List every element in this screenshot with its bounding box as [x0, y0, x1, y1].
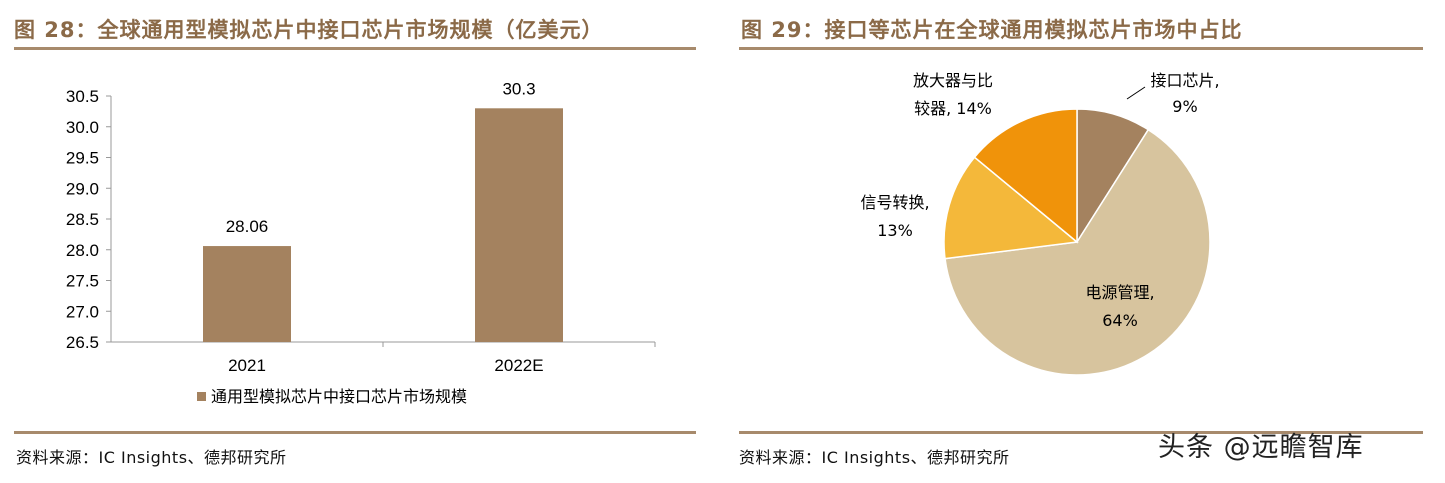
source-rule: [14, 431, 696, 434]
source-rule: [739, 431, 1423, 434]
slice-label: 接口芯片,: [1150, 71, 1219, 90]
y-tick-label: 26.5: [66, 333, 99, 352]
data-label: 30.3: [502, 79, 535, 98]
leader-line: [1126, 86, 1146, 100]
title-rule: [739, 47, 1423, 50]
y-tick-label: 27.0: [66, 302, 99, 321]
pie-chart-panel: 图 29：接口等芯片在全球通用模拟芯片市场中占比 接口芯片, 9% 电源管理, 64%…: [735, 0, 1445, 483]
bar-2022E: [475, 108, 563, 342]
x-tick-label: 2022E: [494, 356, 543, 375]
slice-label: 电源管理,: [1085, 283, 1154, 302]
bar-chart-source: 资料来源：IC Insights、德邦研究所: [16, 448, 287, 467]
x-tick-label: 2021: [228, 356, 266, 375]
bar-chart-title: 图 28：全球通用型模拟芯片中接口芯片市场规模（亿美元）: [14, 18, 604, 42]
slice-label: 放大器与比: [913, 71, 993, 90]
slice-label: 64%: [1102, 311, 1138, 330]
bar-2021: [203, 246, 291, 342]
title-rule: [14, 47, 696, 50]
pie-chart-title: 图 29：接口等芯片在全球通用模拟芯片市场中占比: [741, 18, 1243, 42]
bar-chart: 26.5 27.0 27.5 28.0 28.5 29.0 29.5 30.0 30.5 28.0…: [66, 79, 656, 406]
slice-label: 9%: [1172, 97, 1197, 116]
y-tick-label: 30.5: [66, 87, 99, 106]
slice-label: 信号转换,: [860, 193, 929, 212]
slice-label: 13%: [877, 221, 913, 240]
y-tick-label: 28.5: [66, 210, 99, 229]
y-tick-label: 27.5: [66, 272, 99, 291]
y-tick-label: 29.0: [66, 179, 99, 198]
legend-swatch: [197, 392, 206, 401]
pie-slice: [973, 108, 1078, 244]
pie-slice: [943, 156, 1079, 260]
y-tick-label: 28.0: [66, 241, 99, 260]
data-label: 28.06: [226, 217, 269, 236]
y-tick-label: 30.0: [66, 118, 99, 137]
y-tick-label: 29.5: [66, 149, 99, 168]
watermark: 头条 @远瞻智库: [1158, 432, 1364, 463]
bar-chart-panel: 图 28：全球通用型模拟芯片中接口芯片市场规模（亿美元） 26.5 27.0 27.…: [0, 0, 700, 483]
legend-label: 通用型模拟芯片中接口芯片市场规模: [211, 387, 467, 406]
pie-chart-source: 资料来源：IC Insights、德邦研究所: [739, 448, 1010, 467]
slice-label: 较器, 14%: [914, 99, 992, 118]
pie-slice: [944, 128, 1211, 376]
